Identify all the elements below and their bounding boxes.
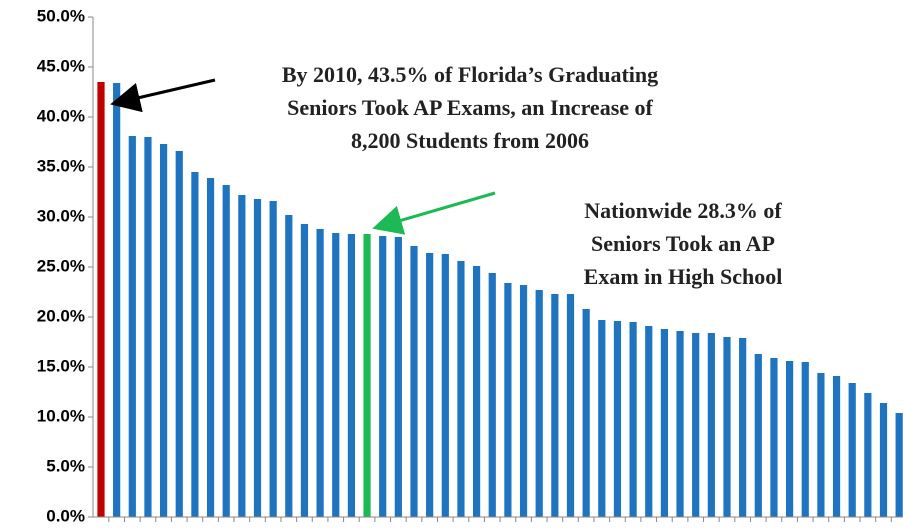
bar <box>566 294 575 517</box>
arrow <box>110 78 216 113</box>
bar <box>473 266 481 517</box>
bar <box>707 333 715 517</box>
y-tick-label: 25.0% <box>37 256 85 275</box>
y-tick-label: 10.0% <box>37 406 85 425</box>
bar <box>222 185 230 517</box>
arrow <box>372 191 496 235</box>
annotation: 8,200 Students from 2006 <box>351 128 589 153</box>
bar <box>269 201 277 517</box>
bar <box>817 373 825 517</box>
bar <box>739 338 747 517</box>
bar <box>786 361 794 517</box>
bar <box>426 253 434 517</box>
y-tick-label: 45.0% <box>37 56 85 75</box>
bar <box>410 246 418 517</box>
bar <box>488 273 496 517</box>
bar <box>206 178 215 517</box>
bar <box>160 144 168 517</box>
bar <box>879 403 888 517</box>
y-tick-label: 15.0% <box>37 356 85 375</box>
y-tick-label: 20.0% <box>37 306 85 325</box>
annotation: Seniors Took an AP <box>591 231 775 256</box>
bar <box>347 234 355 517</box>
bar <box>238 195 246 517</box>
bar <box>801 362 809 517</box>
bar <box>864 393 872 517</box>
bar <box>285 215 293 517</box>
annotation: By 2010, 43.5% of Florida’s Graduating <box>282 62 658 87</box>
bar <box>519 285 528 517</box>
bars <box>97 82 903 517</box>
bar <box>97 82 105 517</box>
bar <box>300 224 309 517</box>
bar <box>723 337 731 517</box>
bar <box>457 261 465 517</box>
bar <box>895 413 903 517</box>
bar <box>128 136 136 517</box>
annotation: Exam in High School <box>584 264 783 289</box>
bar <box>316 229 324 517</box>
bar <box>598 320 606 517</box>
bar <box>191 172 199 517</box>
bar <box>535 290 543 517</box>
bar <box>676 331 684 517</box>
y-tick-label: 5.0% <box>46 456 85 475</box>
bar <box>379 236 387 517</box>
bar <box>175 151 183 517</box>
annotation: Nationwide 28.3% of <box>584 198 782 223</box>
bar <box>613 321 622 517</box>
bar <box>253 199 262 517</box>
bar <box>504 283 512 517</box>
y-tick-label: 35.0% <box>37 156 85 175</box>
y-tick-label: 40.0% <box>37 106 85 125</box>
bar <box>848 383 856 517</box>
annotation: Seniors Took AP Exams, an Increase of <box>287 95 653 120</box>
bar <box>692 333 700 517</box>
bar <box>363 234 371 517</box>
bar <box>582 309 590 517</box>
bar <box>660 329 668 517</box>
y-tick-label: 50.0% <box>37 6 85 25</box>
y-tick-label: 30.0% <box>37 206 85 225</box>
bar <box>754 354 762 517</box>
y-tick-label: 0.0% <box>46 506 85 525</box>
bar <box>394 237 402 517</box>
bar <box>144 137 152 517</box>
bar <box>645 326 653 517</box>
bar <box>770 358 778 517</box>
bar <box>113 83 121 517</box>
bar <box>551 294 559 517</box>
bar <box>629 322 637 517</box>
bar <box>441 254 449 517</box>
bar <box>832 376 841 517</box>
bar <box>332 233 340 517</box>
